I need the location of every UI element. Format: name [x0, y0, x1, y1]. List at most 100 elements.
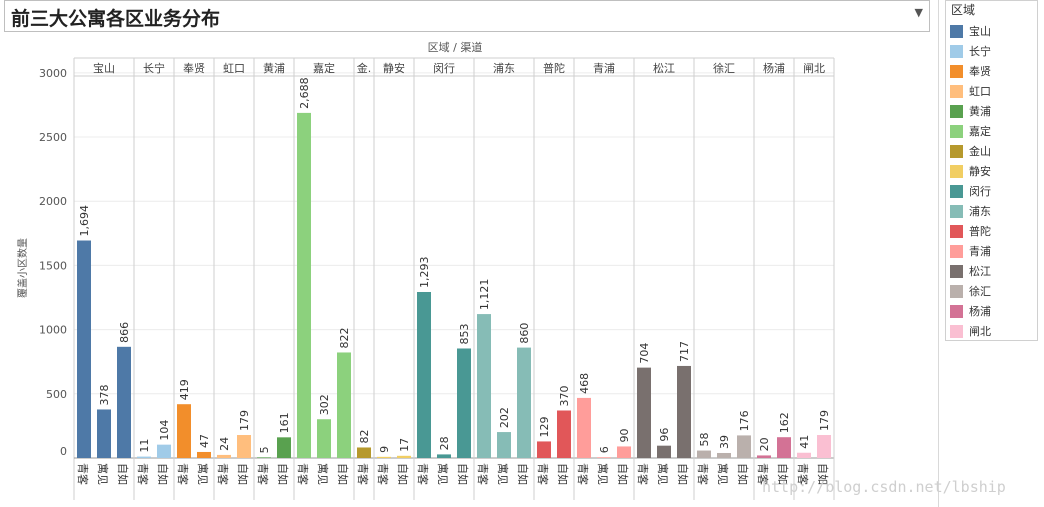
legend-swatch — [950, 325, 963, 338]
bar — [517, 347, 531, 458]
legend-swatch — [950, 45, 963, 58]
category-label: 寓见 — [716, 463, 730, 485]
y-tick-label: 2000 — [39, 195, 67, 208]
bar — [637, 367, 651, 458]
y-tick-label: 500 — [46, 388, 67, 401]
legend-title: 区域 — [951, 3, 976, 17]
category-label: 寓见 — [436, 463, 450, 485]
bar — [557, 410, 571, 458]
data-label: 24 — [218, 437, 231, 451]
group-header-8: 闵行 — [433, 61, 455, 75]
legend-swatch — [950, 305, 963, 318]
legend-swatch — [950, 205, 963, 218]
data-label: 370 — [558, 385, 571, 406]
data-label: 5 — [258, 446, 271, 453]
category-label: 青客 — [476, 463, 490, 485]
bar — [257, 457, 271, 458]
data-label: 39 — [718, 435, 731, 449]
legend-label: 宝山 — [969, 25, 991, 38]
data-label: 9 — [378, 446, 391, 453]
legend-label: 虹口 — [969, 85, 991, 98]
bar — [317, 419, 331, 458]
bar — [237, 435, 251, 458]
data-label: 860 — [518, 323, 531, 344]
group-header-7: 静安 — [383, 61, 405, 75]
data-label: 162 — [778, 412, 791, 433]
category-label: 青客 — [536, 463, 550, 485]
group-header-0: 宝山 — [93, 61, 115, 75]
data-label: 129 — [538, 416, 551, 437]
data-label: 866 — [118, 322, 131, 343]
bar — [437, 454, 451, 458]
category-label: 青客 — [216, 463, 230, 485]
legend-swatch — [950, 105, 963, 118]
bar — [597, 457, 611, 458]
category-label: 自如 — [396, 463, 410, 485]
group-header-9: 浦东 — [493, 62, 515, 75]
bar — [677, 365, 691, 458]
category-label: 自如 — [336, 463, 350, 485]
y-tick-label: 1000 — [39, 324, 67, 337]
bar — [197, 451, 211, 458]
bar — [137, 456, 151, 458]
bar — [457, 348, 471, 458]
data-label: 20 — [758, 437, 771, 451]
bar — [817, 435, 831, 458]
bar — [417, 291, 431, 458]
bar — [77, 240, 91, 458]
data-label: 58 — [698, 433, 711, 447]
chart-title: 前三大公寓各区业务分布 — [11, 8, 221, 30]
bar — [537, 441, 551, 458]
category-label: 自如 — [456, 463, 470, 485]
bar — [617, 446, 631, 458]
category-label: 青客 — [176, 463, 190, 485]
category-label: 青客 — [376, 463, 390, 485]
bar — [337, 352, 351, 458]
category-label: 自如 — [736, 463, 750, 485]
category-label: 自如 — [776, 463, 790, 485]
bar — [397, 455, 411, 458]
dropdown-caret-icon[interactable]: ▼ — [914, 6, 923, 19]
bar — [97, 409, 111, 458]
legend-label: 静安 — [969, 165, 991, 178]
legend-swatch — [950, 145, 963, 158]
legend-swatch — [950, 165, 963, 178]
data-label: 179 — [238, 410, 251, 431]
data-label: 1,293 — [418, 256, 431, 288]
bar — [217, 454, 231, 458]
bar — [357, 447, 371, 458]
legend: 区域 宝山 长宁 奉贤 虹口 黄浦 嘉定 金山 静安 闵行 浦东 普陀 青浦 松江 徐汇 杨浦 闸北 — [945, 0, 1038, 341]
group-header-12: 松江 — [653, 61, 675, 75]
data-label: 2,688 — [298, 77, 311, 109]
group-header-14: 杨浦 — [763, 61, 785, 75]
bar — [277, 437, 291, 458]
data-label: 202 — [498, 407, 511, 428]
category-label: 自如 — [816, 463, 830, 485]
data-label: 704 — [638, 343, 651, 364]
data-label: 82 — [358, 429, 371, 443]
data-label: 302 — [318, 394, 331, 415]
y-tick-label: 0 — [60, 445, 67, 458]
group-header-3: 虹口 — [223, 62, 245, 75]
group-header-5: 嘉定 — [313, 61, 335, 75]
category-label: 青客 — [76, 463, 90, 485]
data-label: 104 — [158, 420, 171, 441]
data-label: 853 — [458, 323, 471, 344]
bar — [477, 314, 491, 458]
legend-label: 青浦 — [969, 245, 991, 258]
legend-swatch — [950, 25, 963, 38]
bar — [157, 444, 171, 458]
group-header-10: 普陀 — [543, 61, 565, 75]
group-header-13: 徐汇 — [713, 61, 735, 75]
legend-label: 长宁 — [969, 45, 991, 58]
legend-label: 金山 — [969, 145, 991, 158]
data-label: 90 — [618, 428, 631, 442]
category-label: 寓见 — [316, 463, 330, 485]
data-label: 161 — [278, 412, 291, 433]
category-label: 自如 — [556, 463, 570, 485]
title-dropdown[interactable]: 前三大公寓各区业务分布 ▼ — [4, 0, 930, 32]
category-label: 寓见 — [196, 463, 210, 485]
data-label: 41 — [798, 435, 811, 449]
bar — [697, 450, 711, 458]
legend-swatch — [950, 225, 963, 238]
